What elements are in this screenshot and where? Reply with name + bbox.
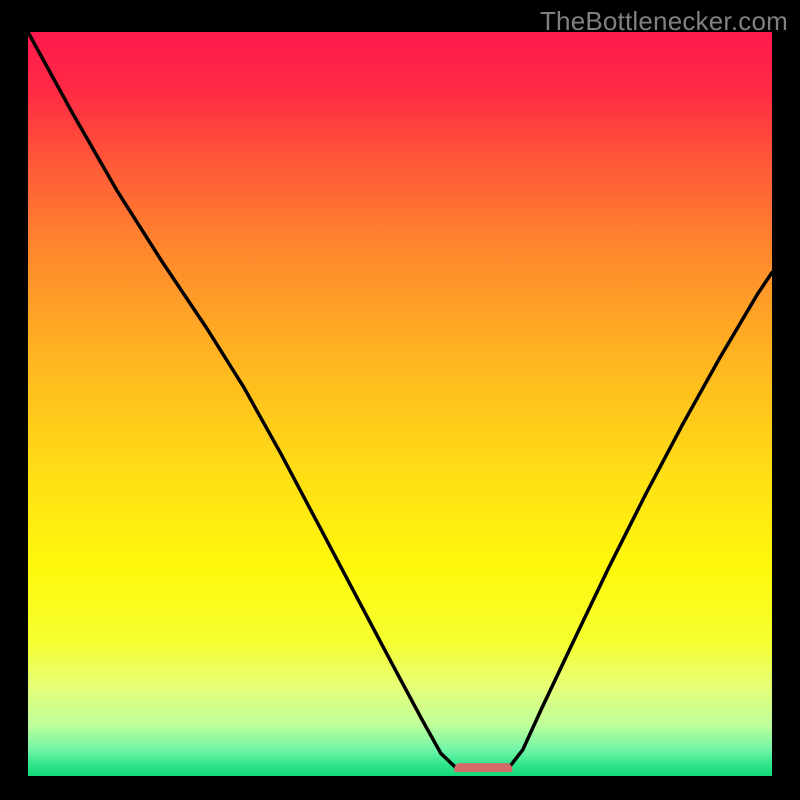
chart-frame: TheBottlenecker.com (0, 0, 800, 800)
curve-layer (28, 32, 772, 772)
watermark-text: TheBottlenecker.com (540, 6, 788, 37)
optimal-marker (454, 763, 512, 772)
bottleneck-curve (28, 32, 772, 771)
plot-area (28, 32, 772, 772)
